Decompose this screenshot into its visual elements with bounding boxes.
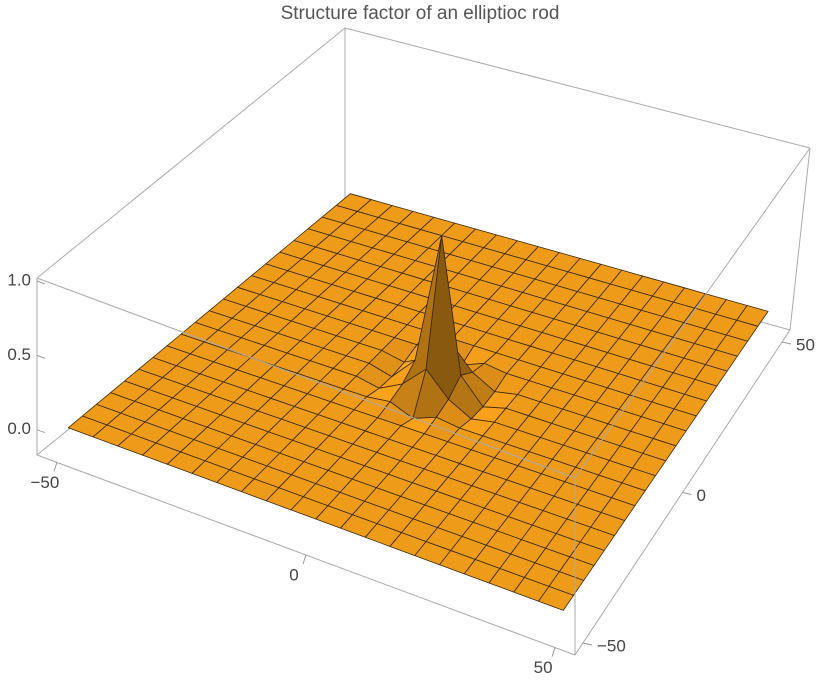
y-tick-label: 50 <box>796 336 815 355</box>
z-tick-label: 0.5 <box>7 345 31 364</box>
box-edge <box>789 147 811 331</box>
box-edge <box>344 27 811 149</box>
y-tick <box>582 642 593 646</box>
y-tick <box>682 492 692 495</box>
z-tick-label: 1.0 <box>7 270 31 289</box>
box-edge <box>36 27 346 279</box>
box-edge <box>574 147 811 479</box>
y-tick-label: −50 <box>597 636 626 655</box>
y-tick-label: 0 <box>697 486 706 505</box>
x-tick-label: 0 <box>289 565 298 584</box>
x-tick <box>551 647 556 657</box>
z-tick <box>36 354 46 359</box>
x-tick-label: 50 <box>534 658 553 677</box>
chart-title: Structure factor of an elliptioc rod <box>281 3 560 24</box>
z-tick-label: 0.0 <box>7 419 31 438</box>
z-tick <box>36 280 46 285</box>
box-edge <box>36 277 576 479</box>
surface-patch <box>538 586 574 611</box>
x-tick <box>302 554 307 565</box>
x-tick <box>53 462 58 472</box>
x-tick-label: −50 <box>31 473 60 492</box>
y-tick <box>781 341 792 345</box>
z-tick <box>36 429 46 434</box>
